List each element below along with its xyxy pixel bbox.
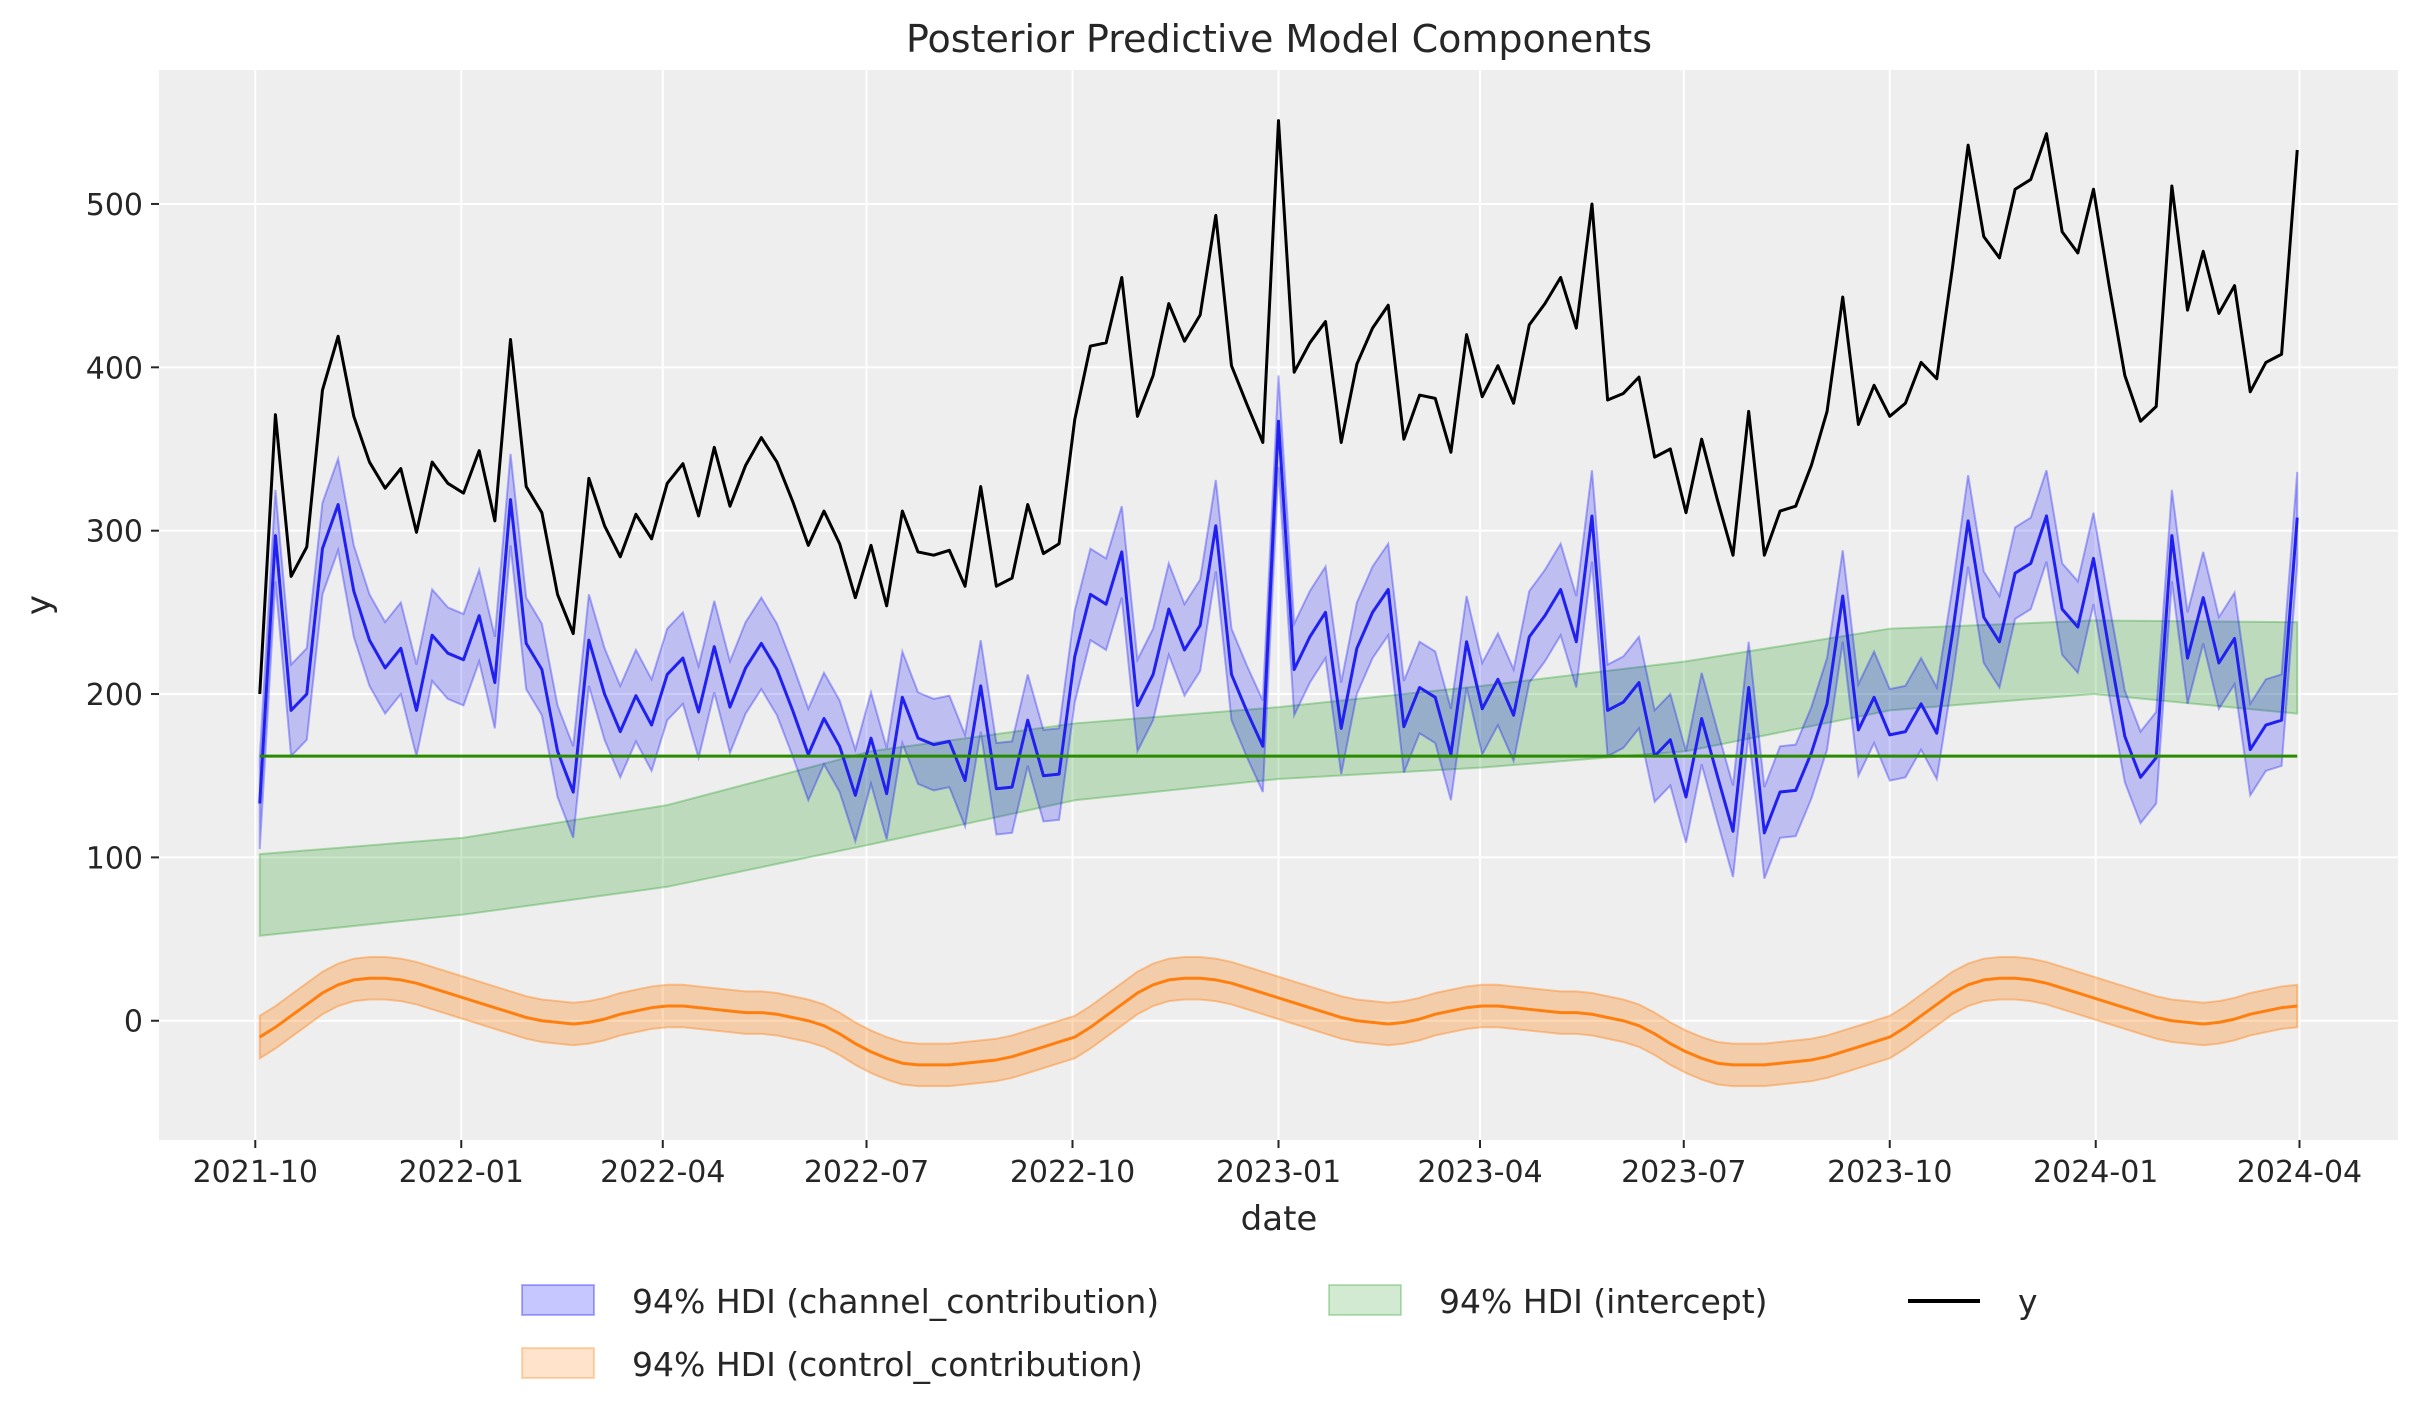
y-line bbox=[258, 119, 2299, 695]
x-tick-label: 2024-04 bbox=[2237, 1155, 2362, 1190]
y-tick-label: 300 bbox=[86, 515, 143, 550]
x-tick-label: 2022-07 bbox=[804, 1155, 929, 1190]
x-axis-label: date bbox=[1241, 1199, 1318, 1239]
legend-swatch bbox=[521, 1347, 595, 1379]
y-axis-label: y bbox=[19, 595, 59, 615]
channel-contribution-line bbox=[258, 419, 2299, 835]
chart-title: Posterior Predictive Model Components bbox=[906, 17, 1652, 61]
y-tick-label: 400 bbox=[86, 351, 143, 386]
legend: 94% HDI (channel_contribution) 94% HDI (i… bbox=[521, 1282, 2038, 1384]
x-tick-label: 2024-01 bbox=[2033, 1155, 2158, 1190]
grid bbox=[159, 70, 2398, 1140]
legend-swatch bbox=[521, 1284, 595, 1316]
y-tick-labels: 0 100 200 300 400 500 bbox=[86, 188, 159, 1040]
marks bbox=[258, 119, 2299, 1088]
x-tick-label: 2023-10 bbox=[1827, 1155, 1952, 1190]
legend-swatch bbox=[1328, 1284, 1402, 1316]
control-contribution-hdi-band bbox=[258, 956, 2299, 1088]
legend-label: 94% HDI (channel_contribution) bbox=[632, 1282, 1159, 1321]
x-tick-labels: 2021-10 2022-01 2022-04 2022-07 2022-10 2023-… bbox=[193, 1140, 2362, 1190]
legend-label: y bbox=[2018, 1282, 2038, 1321]
legend-label: 94% HDI (control_contribution) bbox=[632, 1345, 1143, 1384]
legend-label: 94% HDI (intercept) bbox=[1439, 1282, 1768, 1321]
intercept-hdi-band bbox=[258, 619, 2299, 937]
x-tick-label: 2023-04 bbox=[1417, 1155, 1542, 1190]
control-contribution-line bbox=[258, 976, 2298, 1067]
x-tick-label: 2023-01 bbox=[1216, 1155, 1341, 1190]
channel-contribution-hdi-band bbox=[258, 375, 2299, 879]
y-tick-label: 200 bbox=[86, 678, 143, 713]
y-tick-label: 0 bbox=[124, 1005, 143, 1040]
x-tick-label: 2022-01 bbox=[399, 1155, 524, 1190]
y-tick-label: 100 bbox=[86, 841, 143, 876]
y-tick-label: 500 bbox=[86, 188, 143, 223]
x-tick-label: 2023-07 bbox=[1621, 1155, 1746, 1190]
x-tick-label: 2021-10 bbox=[193, 1155, 318, 1190]
x-tick-label: 2022-04 bbox=[600, 1155, 725, 1190]
x-tick-label: 2022-10 bbox=[1010, 1155, 1135, 1190]
